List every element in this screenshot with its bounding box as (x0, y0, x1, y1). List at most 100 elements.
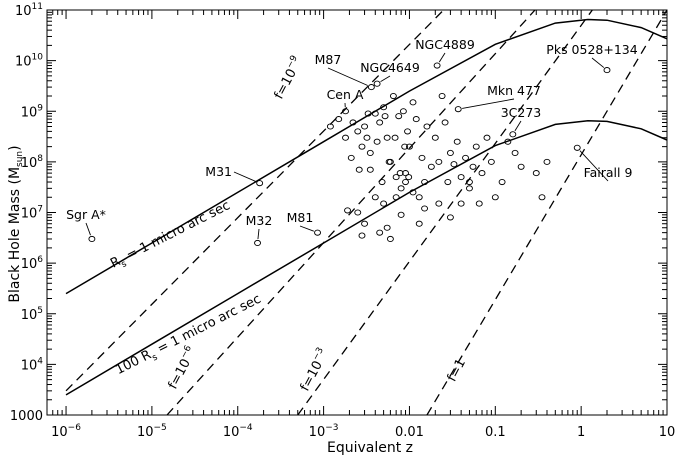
data-point (538, 194, 546, 201)
data-point (366, 166, 374, 173)
data-point (418, 154, 426, 161)
dashed-line-f (297, 10, 593, 415)
labeled-point (573, 144, 581, 151)
data-point (483, 134, 491, 141)
data-point (386, 235, 394, 243)
leader-line (514, 120, 522, 132)
y-tick-label: 1011 (15, 2, 43, 19)
leader-line (380, 75, 391, 83)
labeled-point (254, 239, 261, 247)
x-tick-label: 10 (659, 425, 676, 440)
dashed-line-f (166, 10, 536, 415)
object-label: M32 (246, 213, 273, 228)
dashed-line-label: f=10−9 (270, 54, 306, 102)
object-label: Pks 0528+134 (546, 42, 637, 57)
data-point (405, 174, 413, 181)
data-point (457, 174, 465, 181)
object-label: M81 (287, 210, 314, 225)
labeled-point (256, 180, 264, 187)
data-point (431, 134, 439, 141)
data-point (376, 119, 384, 126)
data-point (380, 104, 388, 111)
data-point (532, 170, 540, 177)
data-point (415, 220, 423, 227)
labeled-point (88, 235, 96, 243)
y-axis-label: Black Hole Mass (Msun) (7, 145, 25, 302)
labeled-point (373, 80, 381, 87)
y-tick-label: 105 (21, 306, 43, 323)
x-tick-label: 10−6 (51, 423, 81, 440)
data-point (472, 143, 480, 150)
solid-curve-label: Rs = 1 micro arc sec (108, 198, 234, 274)
data-point (469, 163, 477, 170)
data-point (397, 185, 405, 192)
data-point (405, 143, 413, 150)
data-point (457, 200, 465, 207)
object-label: 3C273 (501, 105, 542, 120)
x-tick-label: 10−5 (137, 423, 167, 440)
data-point (381, 113, 389, 120)
data-point (511, 149, 519, 157)
data-point (358, 143, 366, 150)
object-label: M31 (205, 164, 232, 179)
data-point (385, 158, 393, 165)
data-point (335, 116, 343, 123)
labeled-point (342, 108, 349, 115)
data-point (423, 123, 431, 130)
y-tick-label: 1010 (15, 53, 43, 70)
object-label: Cen A (327, 87, 364, 102)
data-point (392, 174, 400, 181)
data-point (378, 178, 386, 186)
data-point (355, 166, 363, 173)
object-label: M87 (315, 52, 342, 67)
leader-line (233, 171, 257, 182)
data-point (462, 154, 469, 161)
data-point (421, 205, 429, 212)
data-point (396, 170, 404, 177)
data-point (363, 134, 371, 141)
data-point (361, 123, 369, 130)
labeled-point (367, 84, 375, 91)
dashed-line-label: f=10−3 (296, 346, 332, 394)
scatter-points (326, 92, 551, 243)
data-point (380, 200, 388, 207)
data-point (421, 178, 429, 186)
data-point (543, 158, 551, 165)
data-point (441, 119, 449, 126)
labeled-point (433, 62, 441, 69)
data-point (397, 211, 405, 218)
data-point (392, 194, 400, 201)
data-point (389, 92, 397, 100)
data-point (395, 113, 403, 120)
labeled-point (454, 106, 462, 113)
data-point (427, 163, 435, 170)
data-point (342, 134, 349, 141)
data-point (498, 178, 506, 186)
data-point (391, 134, 399, 141)
leader-line (438, 52, 446, 63)
object-label: NGC4889 (415, 37, 475, 52)
x-axis-label: Equivalent z (327, 440, 413, 456)
data-point (402, 178, 409, 186)
data-point (383, 134, 391, 141)
y-axis-ticks: 1000 104 105 106 107 108 109 1010 1011 (10, 2, 667, 424)
leader-line (299, 225, 314, 232)
data-point (349, 119, 357, 126)
y-tick-label: 104 (21, 356, 44, 373)
data-point (409, 189, 417, 196)
leader-line (462, 98, 515, 109)
data-point (326, 123, 334, 130)
solid-curve (65, 18, 667, 295)
x-tick-label: 0.01 (395, 425, 424, 440)
x-tick-label: 10−4 (223, 423, 253, 440)
data-point (383, 224, 391, 231)
data-point (466, 178, 473, 186)
data-point (438, 92, 446, 100)
x-axis-ticks: 10−6 10−5 10−4 10−3 0.01 0.1 1 10 (46, 10, 676, 440)
data-point (354, 128, 362, 135)
object-label: NGC4649 (360, 60, 420, 75)
data-point (466, 185, 473, 192)
data-point (399, 108, 407, 115)
dashed-lines (65, 10, 667, 415)
